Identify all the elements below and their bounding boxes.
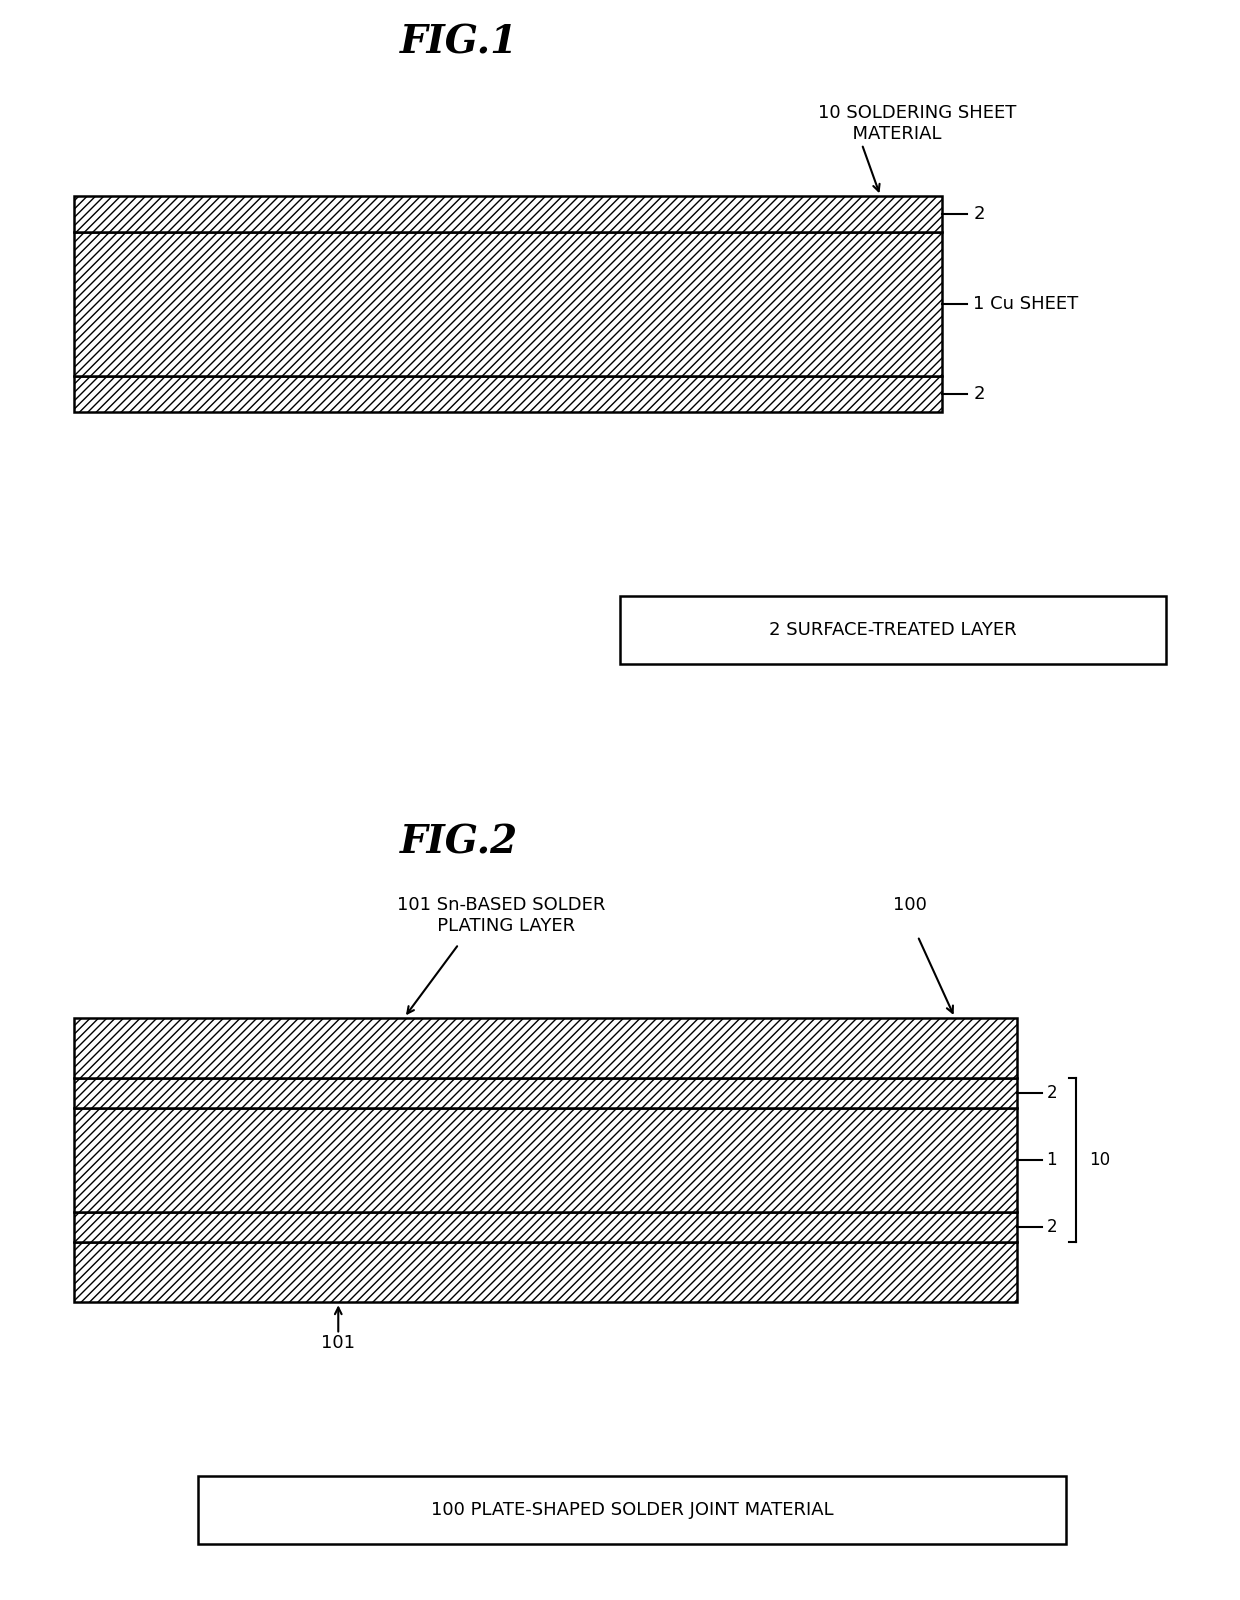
Bar — [74, 1242, 1017, 1302]
Bar — [74, 1213, 1017, 1242]
Text: 2: 2 — [973, 386, 985, 403]
Bar — [74, 1242, 1017, 1302]
Bar — [74, 232, 942, 376]
Text: 1: 1 — [1047, 1150, 1058, 1170]
Text: 101: 101 — [321, 1334, 356, 1352]
Bar — [74, 1018, 1017, 1078]
Text: 1 Cu SHEET: 1 Cu SHEET — [973, 294, 1079, 314]
Text: 2: 2 — [1047, 1218, 1058, 1237]
Text: FIG.1: FIG.1 — [399, 24, 518, 62]
Text: 10: 10 — [1089, 1150, 1110, 1170]
Bar — [198, 1475, 1066, 1544]
Bar — [74, 1078, 1017, 1107]
Text: 100 PLATE-SHAPED SOLDER JOINT MATERIAL: 100 PLATE-SHAPED SOLDER JOINT MATERIAL — [432, 1501, 833, 1518]
Bar — [74, 232, 942, 376]
Bar — [74, 1078, 1017, 1107]
Bar — [74, 1107, 1017, 1213]
Bar — [74, 376, 942, 411]
Bar — [74, 1018, 1017, 1078]
Bar — [74, 195, 942, 232]
Bar — [74, 1213, 1017, 1242]
Bar — [620, 595, 1166, 664]
Bar — [74, 1107, 1017, 1213]
Text: 100: 100 — [893, 896, 926, 914]
Text: 101 Sn-BASED SOLDER
       PLATING LAYER: 101 Sn-BASED SOLDER PLATING LAYER — [397, 896, 605, 934]
Bar — [74, 376, 942, 411]
Text: 2: 2 — [1047, 1083, 1058, 1102]
Text: 2: 2 — [973, 205, 985, 222]
Text: 2 SURFACE-TREATED LAYER: 2 SURFACE-TREATED LAYER — [769, 621, 1017, 638]
Bar — [74, 195, 942, 232]
Text: 10 SOLDERING SHEET
      MATERIAL: 10 SOLDERING SHEET MATERIAL — [818, 104, 1017, 142]
Text: FIG.2: FIG.2 — [399, 824, 518, 862]
